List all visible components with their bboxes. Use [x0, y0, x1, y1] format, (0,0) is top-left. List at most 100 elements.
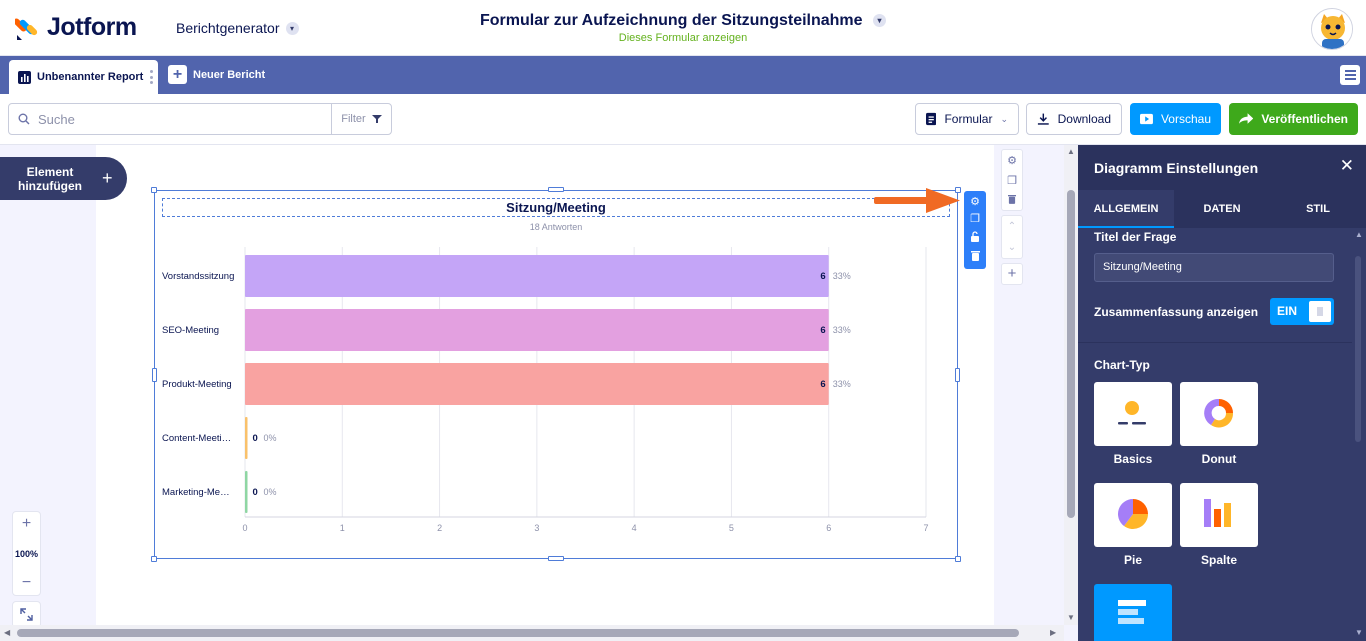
x-tick-label: 4 — [632, 523, 637, 533]
zoom-in-button[interactable]: + — [21, 515, 32, 532]
scroll-down-icon[interactable]: ▼ — [1067, 613, 1075, 622]
element-toolbar: ⚙ ❐ — [964, 191, 986, 269]
scroll-right-icon[interactable]: ▶ — [1050, 628, 1057, 637]
avatar[interactable] — [1311, 8, 1353, 50]
resize-handle[interactable] — [955, 556, 961, 562]
canvas-horizontal-scrollbar[interactable]: ◀ ▶ — [0, 625, 1064, 641]
category-label: Content-Meeti… — [162, 433, 231, 444]
tab-style[interactable]: STIL — [1306, 203, 1330, 215]
pie-chart-icon — [1118, 499, 1148, 529]
chevron-up-icon[interactable]: ⌃ — [1007, 221, 1017, 232]
chart-type-column[interactable] — [1180, 483, 1258, 547]
resize-handle[interactable] — [548, 556, 564, 561]
data-label: 6 — [820, 379, 825, 390]
add-element-button[interactable]: Element hinzufügen + — [0, 157, 127, 200]
jotform-logo[interactable]: Jotform — [15, 13, 137, 42]
avatar-cat-icon — [1312, 9, 1352, 49]
resize-handle[interactable] — [152, 368, 157, 382]
report-icon — [18, 70, 31, 84]
canvas-vertical-scrollbar[interactable]: ▲ ▼ — [1064, 145, 1078, 625]
top-header: Jotform Berichtgenerator ▾ Formular zur … — [0, 0, 1366, 56]
scroll-thumb[interactable] — [17, 629, 1019, 637]
divider — [1078, 342, 1352, 343]
bar — [245, 417, 248, 459]
percent-label: 0% — [264, 433, 277, 443]
x-tick-label: 7 — [923, 523, 928, 533]
chevron-down-icon[interactable]: ⌄ — [1007, 242, 1017, 253]
new-report-button[interactable]: + Neuer Bericht — [168, 65, 265, 84]
percent-label: 33% — [833, 271, 851, 281]
summary-toggle-label: EIN — [1277, 304, 1298, 318]
chart-type-bar[interactable] — [1094, 584, 1172, 641]
view-form-link[interactable]: Dieses Formular anzeigen — [618, 32, 748, 44]
plus-icon: + — [168, 65, 187, 84]
zoom-out-button[interactable]: − — [21, 574, 32, 591]
hamburger-menu-icon[interactable] — [1340, 65, 1360, 85]
tab-general[interactable]: ALLGEMEIN — [1078, 190, 1174, 228]
preview-button[interactable]: Vorschau — [1130, 103, 1221, 135]
donut-chart-icon — [1204, 398, 1234, 428]
resize-handle[interactable] — [151, 556, 157, 562]
chart-subtitle: 18 Antworten — [529, 222, 583, 232]
scroll-thumb[interactable] — [1355, 256, 1361, 442]
chart-type-donut[interactable] — [1180, 382, 1258, 446]
download-label: Download — [1057, 112, 1111, 126]
close-icon[interactable]: ✕ — [1339, 156, 1354, 175]
toolbar: Filter Formular ⌄ Download Vorschau Verö… — [0, 94, 1366, 145]
form-select-button[interactable]: Formular ⌄ — [915, 103, 1019, 135]
unlock-icon[interactable] — [970, 231, 980, 245]
chart-title[interactable]: Sitzung/Meeting — [162, 198, 950, 217]
data-label: 6 — [820, 325, 825, 336]
bar — [245, 255, 829, 297]
search-input[interactable] — [38, 111, 308, 127]
trash-icon[interactable] — [970, 250, 980, 264]
resize-handle[interactable] — [955, 187, 961, 193]
column-chart-icon — [1204, 499, 1231, 527]
resize-handle[interactable] — [151, 187, 157, 193]
gear-icon[interactable]: ⚙ — [970, 195, 980, 208]
app-switcher[interactable]: Berichtgenerator ▾ — [176, 20, 299, 36]
logo-text: Jotform — [47, 13, 137, 41]
form-select-label: Formular — [944, 112, 993, 126]
form-title[interactable]: Formular zur Aufzeichnung der Sitzungste… — [0, 12, 1366, 30]
new-report-label: Neuer Bericht — [193, 68, 266, 81]
copy-icon[interactable]: ❐ — [1007, 174, 1017, 187]
fullscreen-button[interactable] — [12, 601, 41, 628]
panel-scrollbar[interactable]: ▲ ▼ — [1352, 228, 1366, 641]
category-label: Produkt-Meeting — [162, 379, 232, 390]
chart-type-basics[interactable] — [1094, 382, 1172, 446]
x-tick-label: 5 — [729, 523, 734, 533]
search-box — [8, 103, 332, 135]
tab-report[interactable]: Unbenannter Report — [9, 60, 158, 94]
scroll-down-icon[interactable]: ▼ — [1355, 628, 1363, 637]
download-icon — [1037, 113, 1049, 125]
filter-button[interactable]: Filter — [331, 103, 392, 135]
scroll-up-icon[interactable]: ▲ — [1355, 230, 1363, 239]
download-button[interactable]: Download — [1026, 103, 1122, 135]
chart-type-donut-label: Donut — [1201, 452, 1237, 466]
copy-icon[interactable]: ❐ — [970, 213, 980, 226]
scroll-left-icon[interactable]: ◀ — [4, 628, 11, 637]
scroll-thumb[interactable] — [1067, 190, 1075, 518]
filter-label: Filter — [341, 113, 366, 125]
resize-handle[interactable] — [548, 187, 564, 192]
question-title-input[interactable]: Sitzung/Meeting — [1094, 253, 1334, 282]
summary-toggle[interactable]: EIN — [1270, 298, 1334, 325]
panel-title: Diagramm Einstellungen — [1094, 160, 1259, 176]
resize-handle[interactable] — [955, 368, 960, 382]
form-title-text: Formular zur Aufzeichnung der Sitzungste… — [480, 12, 863, 29]
add-page-button[interactable]: + — [1001, 263, 1023, 285]
chart-type-basics-label: Basics — [1113, 452, 1153, 466]
page-nav: ⌃ ⌄ — [1001, 215, 1023, 259]
trash-icon[interactable] — [1008, 194, 1016, 207]
app-switcher-label: Berichtgenerator — [176, 20, 280, 36]
tab-data[interactable]: DATEN — [1203, 203, 1241, 215]
scroll-up-icon[interactable]: ▲ — [1067, 147, 1075, 156]
chart-type-pie[interactable] — [1094, 483, 1172, 547]
filter-icon — [371, 115, 382, 123]
gear-icon[interactable]: ⚙ — [1007, 154, 1017, 167]
chart-type-label: Chart-Typ — [1094, 358, 1150, 372]
share-arrow-icon — [1239, 113, 1254, 124]
tab-options-icon[interactable] — [150, 70, 153, 84]
publish-button[interactable]: Veröffentlichen — [1229, 103, 1358, 135]
